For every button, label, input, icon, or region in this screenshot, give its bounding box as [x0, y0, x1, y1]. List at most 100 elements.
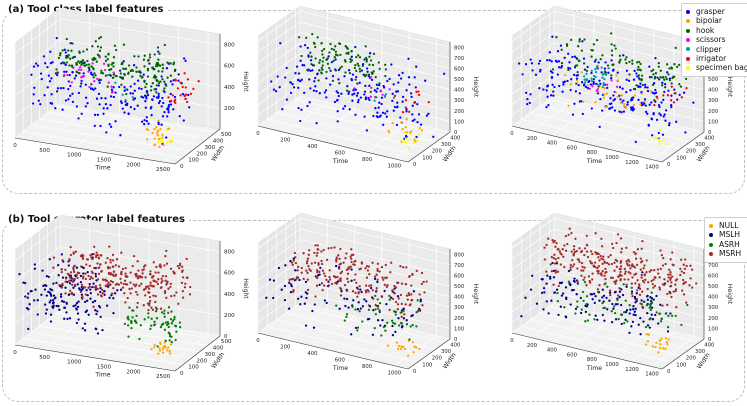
data-point: [354, 88, 357, 91]
data-point: [114, 120, 117, 123]
data-point: [163, 312, 166, 315]
data-point: [64, 63, 67, 67]
data-point: [90, 270, 93, 273]
data-point: [691, 268, 694, 271]
data-point: [84, 300, 87, 304]
data-point: [556, 270, 560, 273]
data-point: [601, 109, 604, 112]
x-tick-label: 1500: [97, 157, 112, 163]
data-point: [162, 89, 165, 92]
data-point: [582, 100, 585, 103]
data-point: [144, 106, 147, 109]
data-point: [595, 252, 598, 256]
data-point: [177, 302, 180, 305]
data-point: [106, 283, 109, 286]
legend-marker: [686, 66, 690, 71]
data-point: [613, 261, 616, 264]
data-point: [585, 234, 588, 238]
data-point: [613, 269, 616, 272]
data-point: [70, 49, 73, 52]
data-point: [323, 299, 327, 302]
data-point: [297, 297, 300, 300]
z-axis-label: Height: [242, 71, 249, 92]
data-point: [117, 283, 121, 286]
data-point: [343, 319, 346, 322]
data-point: [345, 52, 348, 55]
data-point: [299, 303, 302, 306]
data-point: [335, 256, 338, 259]
data-point: [106, 107, 109, 110]
data-point: [547, 312, 550, 315]
data-point: [156, 134, 160, 137]
data-point: [417, 90, 420, 93]
data-point: [407, 147, 411, 150]
data-point: [590, 71, 593, 75]
data-point: [44, 62, 47, 65]
data-point: [95, 97, 99, 100]
data-point: [599, 254, 602, 258]
data-point: [165, 136, 168, 139]
data-point: [594, 314, 597, 317]
data-point: [600, 71, 603, 74]
data-point: [119, 281, 123, 284]
z-gridline: [257, 74, 451, 112]
data-point: [571, 265, 574, 268]
data-point: [165, 249, 168, 253]
data-point: [325, 278, 328, 281]
z-gridline: [511, 249, 705, 287]
data-point: [184, 93, 188, 96]
data-point: [578, 40, 581, 43]
data-point: [638, 60, 641, 64]
data-point: [656, 268, 660, 271]
data-point: [612, 99, 615, 102]
data-point: [364, 267, 367, 270]
data-point: [661, 304, 664, 307]
data-point: [601, 245, 604, 248]
data-point: [122, 282, 125, 286]
data-point: [123, 73, 126, 77]
data-point: [167, 306, 171, 309]
data-point: [54, 72, 58, 75]
data-point: [167, 287, 170, 290]
data-point: [674, 283, 677, 286]
data-point: [335, 282, 338, 285]
data-point: [61, 49, 64, 52]
data-point: [94, 87, 97, 90]
data-point: [372, 114, 375, 118]
x-tick-label: 1200: [625, 160, 639, 166]
data-point: [542, 286, 546, 290]
data-point: [181, 92, 185, 96]
data-point: [136, 301, 139, 305]
data-point: [134, 285, 137, 288]
data-point: [376, 307, 380, 310]
data-point: [129, 292, 132, 295]
data-point: [170, 294, 173, 298]
data-point: [331, 79, 335, 83]
data-point: [147, 312, 150, 315]
data-point: [573, 55, 577, 58]
series-bipolar: [563, 64, 659, 109]
data-point: [100, 69, 103, 73]
z-tick-label: 800: [454, 252, 465, 258]
data-point: [147, 285, 150, 288]
legend-tool-class: grasper bipolar hook scissors clipper irrigat…: [681, 3, 747, 77]
data-point: [557, 313, 560, 317]
data-point: [585, 302, 588, 306]
data-point: [325, 96, 328, 99]
data-point: [167, 111, 170, 114]
data-point: [574, 90, 578, 93]
data-point: [131, 96, 134, 99]
data-point: [657, 142, 661, 145]
data-point: [302, 252, 305, 255]
data-point: [653, 77, 656, 80]
data-point: [411, 104, 414, 107]
data-point: [614, 282, 617, 285]
data-point: [647, 333, 650, 337]
data-point: [144, 294, 147, 297]
data-point: [607, 263, 611, 266]
z-gridline: [511, 32, 705, 69]
data-point: [358, 284, 361, 288]
data-point: [49, 320, 53, 323]
data-point: [405, 130, 408, 134]
data-point: [60, 253, 63, 256]
